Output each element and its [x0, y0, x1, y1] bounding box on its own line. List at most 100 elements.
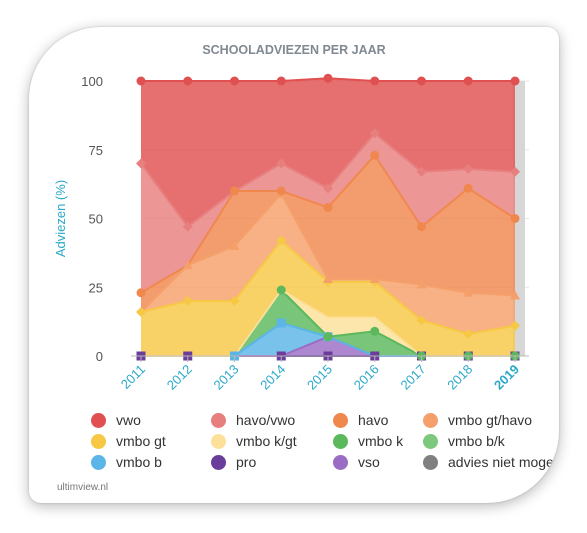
chart-card: SCHOOLADVIEZEN PER JAAR 0 25 50 75 100 Adviez… [29, 27, 559, 503]
marker-vwo [183, 76, 193, 86]
marker-havo [463, 183, 473, 193]
legend-label: vwo [116, 412, 141, 428]
x-tick-label: 2017 [398, 362, 429, 393]
area-vso [141, 336, 515, 356]
marker-vmbo-gt-havo [510, 290, 520, 300]
marker-havo-vwo [510, 166, 520, 177]
x-tick-label: 2015 [304, 362, 335, 393]
marker-havo [510, 214, 520, 223]
marker-vmbo-gt-havo [416, 279, 427, 289]
y-tick-label: 0 [96, 349, 103, 364]
marker-havo [370, 150, 380, 160]
marker-vmbo-k [370, 326, 380, 336]
legend-swatch [91, 412, 106, 428]
marker-havo-vwo [463, 164, 474, 174]
marker-vmbo-gt [510, 320, 520, 331]
legend-item-vmbo-k-gt[interactable]: vmbo k/gt [211, 433, 333, 449]
y-tick-label: 50 [89, 212, 103, 227]
markers-havo-vwo [136, 128, 520, 232]
legend-item-vmbo-b[interactable]: vmbo b [91, 454, 211, 470]
credit: ultimview.nl [57, 482, 109, 493]
legend-item-havo[interactable]: havo [333, 412, 423, 428]
legend-item-vmbo-gt-havo[interactable]: vmbo gt/havo [423, 412, 551, 428]
legend-label: vso [358, 454, 380, 470]
x-tick-label: 2014 [257, 362, 288, 393]
marker-vmbo-gt-havo [463, 287, 474, 297]
marker-vmbo-k [323, 332, 333, 342]
legend-swatch [211, 454, 226, 470]
marker-havo [276, 186, 286, 196]
marker-havo [230, 186, 239, 196]
legend-swatch [423, 412, 438, 428]
legend: vwo havo/vwo havo vmbo gt/havo vmbo gt vmbo k… [91, 412, 559, 470]
marker-vwo [510, 76, 520, 86]
markers-havo [136, 150, 520, 298]
marker-havo [323, 203, 333, 212]
marker-vmbo-gt-havo [323, 274, 333, 283]
legend-item-vmbo-gt[interactable]: vmbo gt [91, 433, 211, 449]
x-tick-label: 2013 [211, 362, 242, 393]
legend-swatch [333, 433, 348, 449]
marker-vmbo-b [276, 318, 286, 328]
x-tick-label: 2012 [164, 362, 195, 393]
legend-swatch [423, 433, 438, 449]
legend-item-pro[interactable]: pro [211, 454, 333, 470]
markers-vwo [136, 73, 520, 86]
marker-havo-vwo [323, 183, 333, 194]
y-tick-label: 75 [89, 143, 103, 158]
marker-vmbo-gt [416, 315, 427, 326]
x-tick-label: 2016 [351, 362, 382, 393]
marker-vwo [323, 73, 333, 83]
legend-swatch [91, 454, 106, 470]
stacked-area-chart: 0 25 50 75 100 Adviezen (%) 2011 2012 2013 2014 20… [53, 73, 529, 393]
marker-vwo [276, 76, 286, 86]
marker-havo-vwo [182, 221, 193, 232]
marker-havo-vwo [416, 166, 427, 177]
legend-item-havo-vwo[interactable]: havo/vwo [211, 412, 333, 428]
legend-item-vso[interactable]: vso [333, 454, 423, 470]
legend-swatch [333, 412, 348, 428]
marker-vwo [463, 76, 473, 86]
legend-swatch [211, 412, 226, 428]
legend-label: havo/vwo [236, 412, 296, 428]
marker-havo [417, 222, 426, 232]
marker-vmbo-k [276, 285, 286, 295]
marker-vwo [230, 76, 239, 86]
legend-label: havo [358, 412, 389, 428]
legend-label: vmbo k/gt [236, 433, 297, 449]
marker-havo-vwo [276, 158, 287, 169]
y-axis-label: Adviezen (%) [53, 180, 68, 257]
legend-label: vmbo gt/havo [448, 412, 533, 428]
legend-label: vmbo b [116, 454, 162, 470]
marker-havo [136, 288, 146, 298]
legend-item-vmbo-k[interactable]: vmbo k [333, 433, 423, 449]
x-tick-label: 2019 [491, 362, 522, 393]
area-vmbo-gt [141, 240, 515, 356]
x-tick-label: 2018 [444, 362, 475, 393]
chart-title: SCHOOLADVIEZEN PER JAAR [202, 43, 386, 57]
legend-label: vmbo gt [116, 433, 166, 449]
marker-vmbo-gt-havo [229, 241, 240, 250]
legend-swatch [91, 433, 106, 449]
markers-vmbo-k [276, 285, 520, 361]
marker-vwo [417, 76, 426, 86]
y-tick-label: 100 [81, 74, 103, 89]
legend-swatch [423, 454, 438, 470]
legend-swatch [333, 454, 348, 470]
marker-vmbo-gt [463, 329, 474, 339]
marker-vmbo-gt [136, 307, 146, 317]
y-tick-label: 25 [89, 280, 103, 295]
marker-havo-vwo [136, 158, 146, 169]
marker-vmbo-gt-havo [369, 274, 380, 283]
marker-vwo [136, 76, 146, 86]
x-tick-label: 2011 [118, 362, 148, 392]
legend-item-vmbo-b-k[interactable]: vmbo b/k [423, 433, 551, 449]
area-vmbo-k-gt [141, 290, 515, 356]
marker-havo-vwo [369, 128, 380, 139]
legend-item-vwo[interactable]: vwo [91, 412, 211, 428]
legend-label: vmbo b/k [448, 433, 505, 449]
marker-vmbo-gt [229, 296, 240, 306]
marker-vmbo-gt [182, 296, 193, 306]
legend-swatch [211, 433, 226, 449]
legend-item-advies-niet-mogelijk[interactable]: advies niet mogelijk [423, 454, 559, 470]
